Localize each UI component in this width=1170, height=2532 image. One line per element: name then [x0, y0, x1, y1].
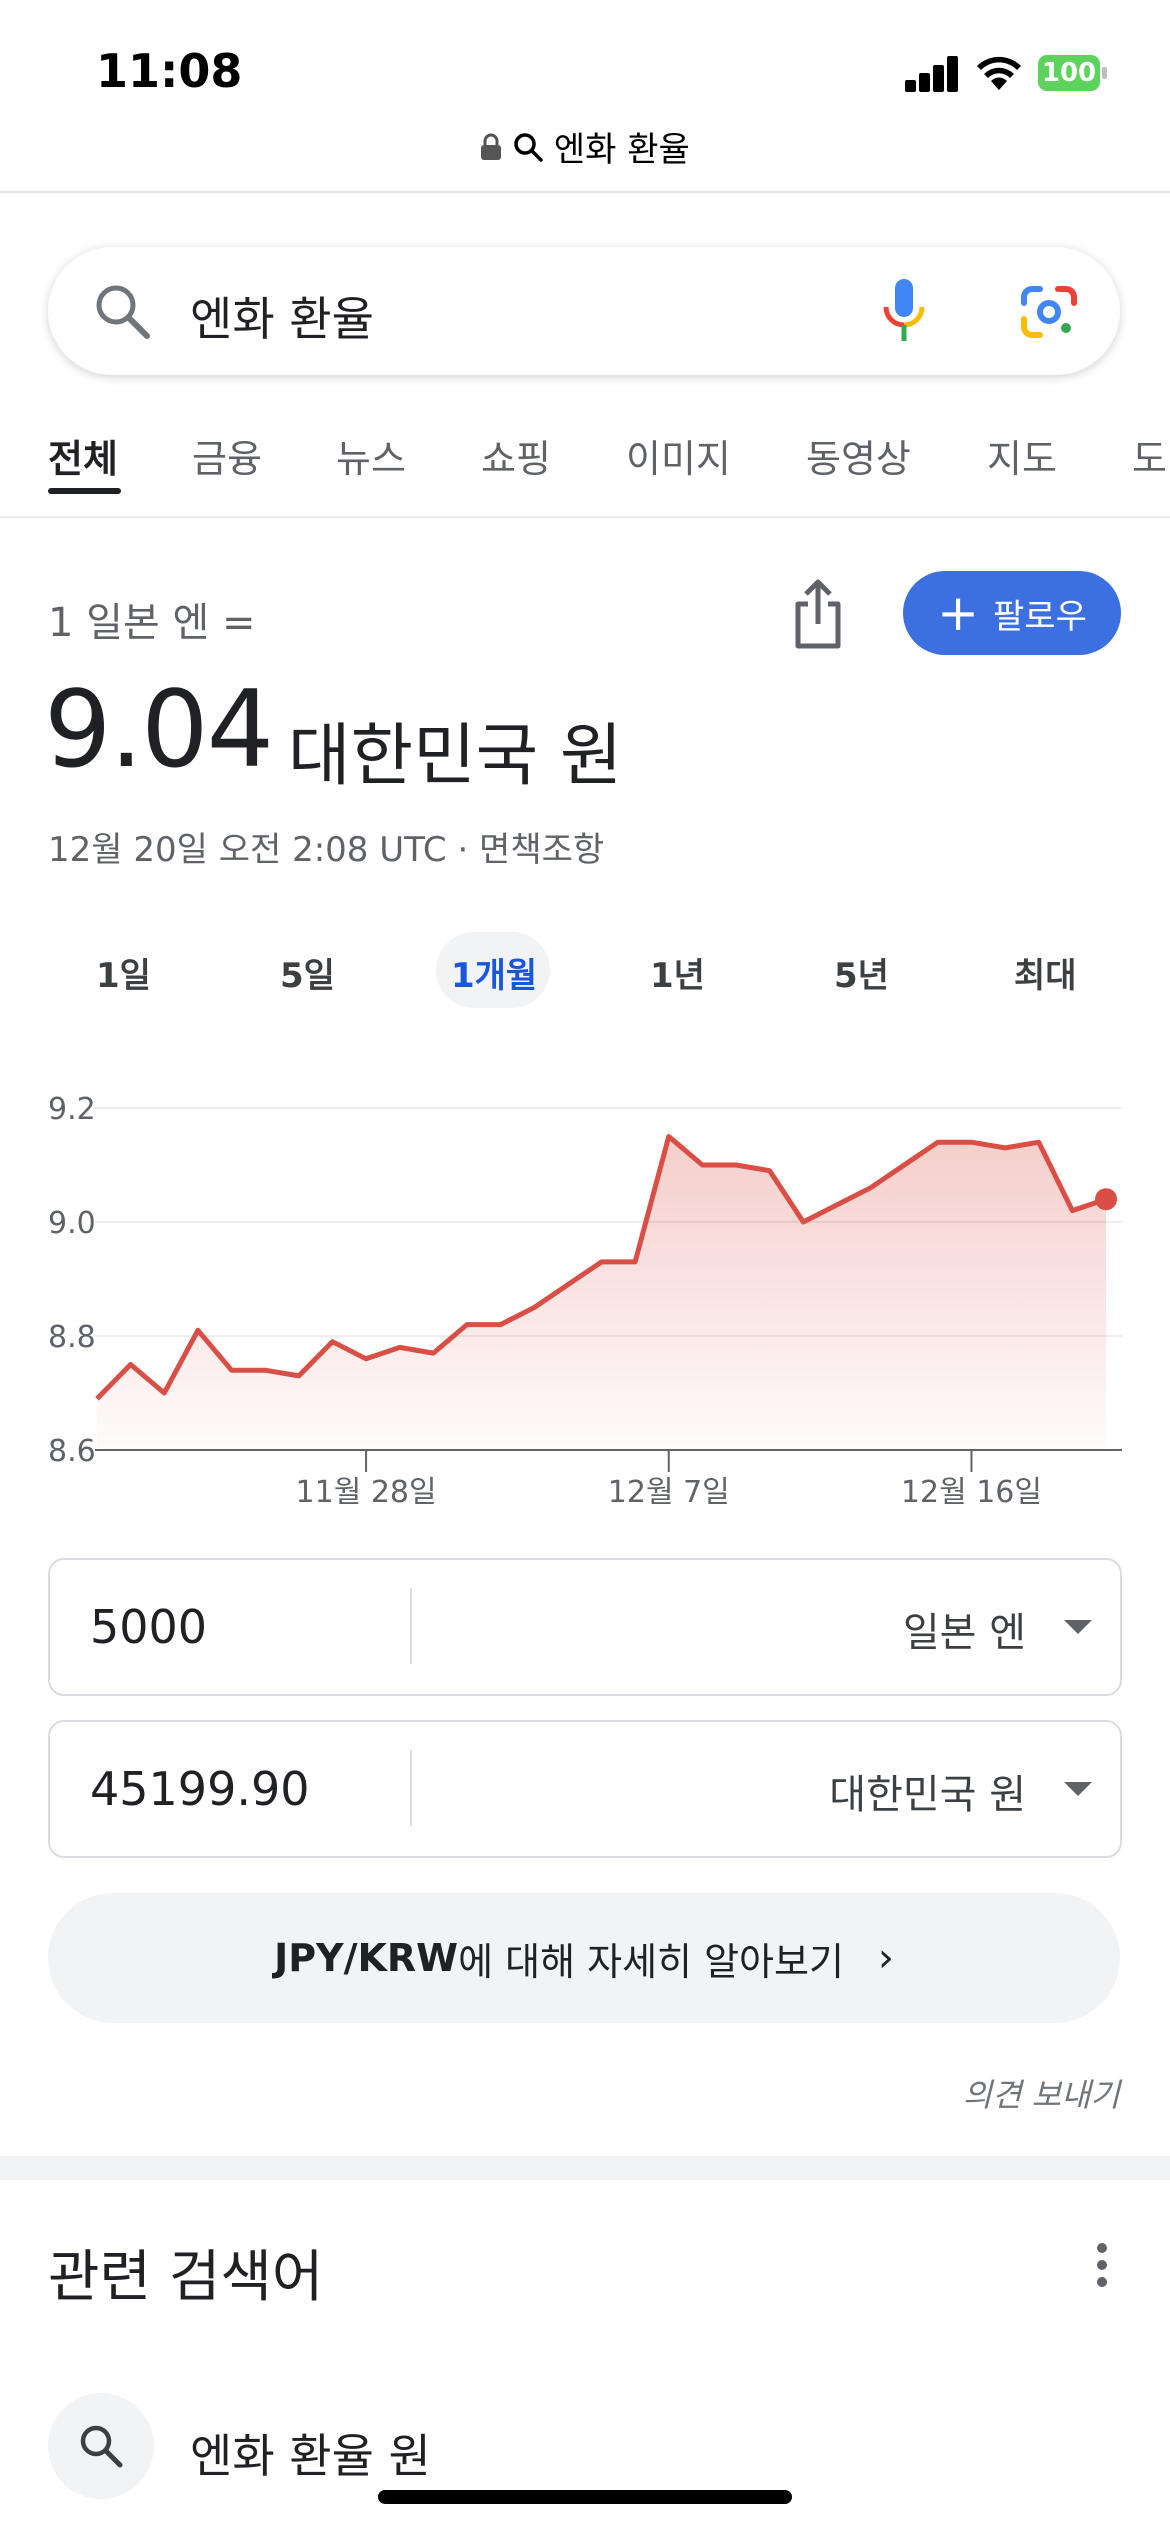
tab-all[interactable]: 전체 [48, 437, 118, 481]
search-icon [514, 132, 543, 162]
x-tick-label: 11월 28일 [296, 1475, 437, 1510]
converter-to[interactable]: 45199.90 대한민국 원 [48, 1720, 1122, 1858]
active-range-highlight [436, 932, 550, 1008]
url-text: 엔화 환율 [553, 130, 690, 170]
plus-icon: + [937, 584, 980, 642]
y-tick-label: 8.8 [48, 1320, 96, 1355]
tab-images[interactable]: 이미지 [626, 437, 731, 481]
from-currency-select[interactable]: 일본 엔 [902, 1610, 1026, 1656]
status-bar: 11:08 100 [0, 0, 1170, 150]
chart-last-point [1095, 1188, 1117, 1211]
related-searches-title: 관련 검색어 [48, 2245, 324, 2310]
range-5y[interactable]: 5년 [834, 956, 889, 996]
tab-news[interactable]: 뉴스 [336, 437, 406, 481]
y-tick-label: 9.2 [48, 1092, 96, 1127]
range-1y[interactable]: 1년 [650, 956, 705, 996]
chevron-down-icon[interactable] [1064, 1782, 1092, 1796]
search-tabs: 전체 금융 뉴스 쇼핑 이미지 동영상 지도 도 [0, 420, 1170, 500]
x-tick-label: 12월 7일 [608, 1475, 730, 1510]
tab-more[interactable]: 도 [1132, 437, 1167, 481]
active-tab-indicator [48, 488, 121, 494]
status-time: 11:08 [96, 44, 243, 98]
more-options-icon[interactable] [1092, 2240, 1112, 2290]
rate-unit: 대한민국 원 [288, 717, 623, 796]
share-icon[interactable] [790, 578, 846, 650]
to-amount-input[interactable]: 45199.90 [90, 1762, 310, 1816]
microphone-icon[interactable] [880, 277, 928, 345]
battery-icon: 100 [1038, 55, 1108, 91]
search-box[interactable]: 엔화 환율 [48, 247, 1120, 375]
follow-button[interactable]: + 팔로우 [903, 571, 1121, 655]
related-search-item[interactable]: 엔화 환율 원 [190, 2429, 431, 2483]
follow-label: 팔로우 [993, 596, 1087, 637]
section-divider [0, 2156, 1170, 2180]
learn-more-label: 에 대해 자세히 알아보기 [458, 1939, 844, 1984]
related-item-icon [48, 2393, 154, 2499]
divider [0, 191, 1170, 193]
google-lens-icon[interactable] [1020, 285, 1078, 339]
feedback-link[interactable]: 의견 보내기 [962, 2076, 1120, 2114]
learn-more-button[interactable]: JPY/KRW 에 대해 자세히 알아보기 › [48, 1893, 1120, 2023]
y-tick-label: 8.6 [48, 1434, 96, 1469]
tab-finance[interactable]: 금융 [192, 437, 262, 481]
rate-value: 9.04 [44, 668, 274, 791]
x-tick-label: 12월 16일 [901, 1475, 1042, 1510]
from-amount-input[interactable]: 5000 [90, 1600, 208, 1654]
url-bar[interactable]: 엔화 환율 [0, 122, 1170, 171]
wifi-icon [977, 56, 1021, 90]
range-5d[interactable]: 5일 [280, 956, 335, 996]
converter-from[interactable]: 5000 일본 엔 [48, 1558, 1122, 1696]
exchange-rate-chart[interactable]: 9.2 9.0 8.8 8.6 11월 28일 12월 7일 12월 16일 [0, 1080, 1170, 1540]
chart-area [97, 1136, 1106, 1450]
divider [410, 1750, 412, 1826]
divider [410, 1588, 412, 1664]
search-input[interactable]: 엔화 환율 [190, 292, 374, 346]
tab-shopping[interactable]: 쇼핑 [481, 437, 551, 481]
home-indicator[interactable] [378, 2490, 792, 2504]
chevron-down-icon[interactable] [1064, 1620, 1092, 1634]
range-1m[interactable]: 1개월 [451, 956, 538, 996]
rate-timestamp: 12월 20일 오전 2:08 UTC · 면책조항 [48, 830, 605, 870]
y-tick-label: 9.0 [48, 1206, 96, 1241]
tab-videos[interactable]: 동영상 [806, 437, 911, 481]
lock-icon [481, 133, 502, 160]
divider [0, 516, 1170, 518]
range-1d[interactable]: 1일 [96, 956, 151, 996]
search-icon [96, 285, 150, 339]
tab-maps[interactable]: 지도 [987, 437, 1057, 481]
learn-more-pair: JPY/KRW [274, 1936, 459, 1980]
battery-level: 100 [1038, 55, 1100, 91]
cellular-signal-icon [905, 56, 959, 92]
rate-label: 1 일본 엔 = [48, 600, 256, 646]
chart-line [95, 1134, 1107, 1401]
search-icon [80, 2425, 123, 2468]
chevron-right-icon: › [877, 1935, 894, 1981]
to-currency-select[interactable]: 대한민국 원 [829, 1772, 1026, 1818]
range-max[interactable]: 최대 [1014, 956, 1077, 996]
